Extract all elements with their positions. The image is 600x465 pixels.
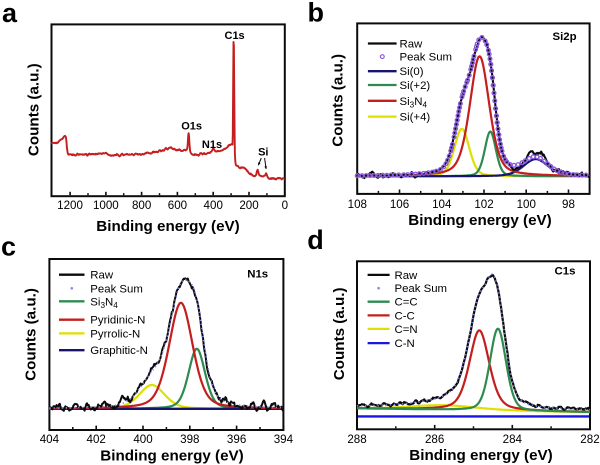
svg-text:Raw: Raw [90, 270, 114, 282]
svg-text:Binding energy (eV): Binding energy (eV) [409, 447, 552, 464]
svg-text:286: 286 [425, 433, 444, 446]
svg-text:Si2p: Si2p [552, 31, 576, 43]
svg-text:C-C: C-C [395, 310, 415, 322]
svg-text:398: 398 [180, 433, 199, 446]
svg-text:284: 284 [503, 433, 523, 446]
svg-text:Counts (a.u.): Counts (a.u.) [23, 288, 40, 381]
svg-text:Si: Si [258, 147, 268, 159]
svg-text:Raw: Raw [395, 270, 419, 282]
svg-text:200: 200 [239, 199, 258, 212]
svg-text:O1s: O1s [181, 120, 202, 132]
svg-text:Binding energy (eV): Binding energy (eV) [408, 212, 551, 229]
svg-text:N1s: N1s [202, 139, 222, 151]
svg-text:Pyrrolic-N: Pyrrolic-N [90, 328, 140, 340]
svg-text:102: 102 [474, 198, 493, 211]
svg-text:Si(+4): Si(+4) [400, 112, 431, 124]
svg-text:Peak Sum: Peak Sum [395, 283, 448, 295]
svg-text:1000: 1000 [93, 199, 119, 212]
svg-text:Graphitic-N: Graphitic-N [90, 345, 148, 357]
svg-text:Si(+2): Si(+2) [400, 80, 431, 92]
svg-text:98: 98 [562, 198, 575, 211]
svg-text:Pyridinic-N: Pyridinic-N [90, 315, 145, 327]
svg-text:Binding energy (eV): Binding energy (eV) [100, 447, 243, 464]
svg-text:100: 100 [517, 198, 536, 211]
svg-text:Peak Sum: Peak Sum [90, 283, 143, 295]
svg-text:N1s: N1s [247, 269, 268, 281]
svg-text:396: 396 [227, 433, 246, 446]
svg-text:Si(0): Si(0) [400, 66, 424, 78]
svg-text:282: 282 [580, 433, 599, 446]
svg-text:a: a [2, 0, 18, 28]
svg-text:288: 288 [347, 433, 366, 446]
svg-text:0: 0 [282, 199, 288, 212]
svg-text:394: 394 [274, 433, 294, 446]
svg-text:Counts (a.u.): Counts (a.u.) [330, 54, 347, 147]
svg-text:800: 800 [132, 199, 151, 212]
svg-text:Peak Sum: Peak Sum [400, 52, 453, 64]
svg-text:400: 400 [133, 433, 152, 446]
svg-text:C1s: C1s [555, 266, 576, 278]
svg-text:Si3N4: Si3N4 [400, 96, 428, 110]
svg-text:402: 402 [87, 433, 106, 446]
svg-text:d: d [307, 225, 324, 255]
svg-text:400: 400 [204, 199, 223, 212]
svg-text:C=N: C=N [395, 324, 418, 336]
svg-text:Si3N4: Si3N4 [90, 296, 118, 310]
svg-text:600: 600 [168, 199, 187, 212]
svg-text:Counts (a.u.): Counts (a.u.) [25, 63, 42, 156]
svg-text:Raw: Raw [400, 39, 424, 51]
svg-text:Binding energy (eV): Binding energy (eV) [96, 218, 239, 235]
svg-text:1200: 1200 [57, 199, 83, 212]
svg-text:104: 104 [432, 198, 452, 211]
svg-text:106: 106 [390, 198, 409, 211]
svg-text:C1s: C1s [225, 30, 245, 42]
svg-text:404: 404 [40, 433, 60, 446]
svg-text:108: 108 [348, 198, 367, 211]
svg-text:b: b [308, 0, 325, 28]
svg-text:Counts (a.u.): Counts (a.u.) [331, 287, 348, 380]
svg-text:c: c [1, 232, 16, 262]
svg-text:C=C: C=C [395, 297, 418, 309]
svg-text:C-N: C-N [395, 338, 415, 350]
